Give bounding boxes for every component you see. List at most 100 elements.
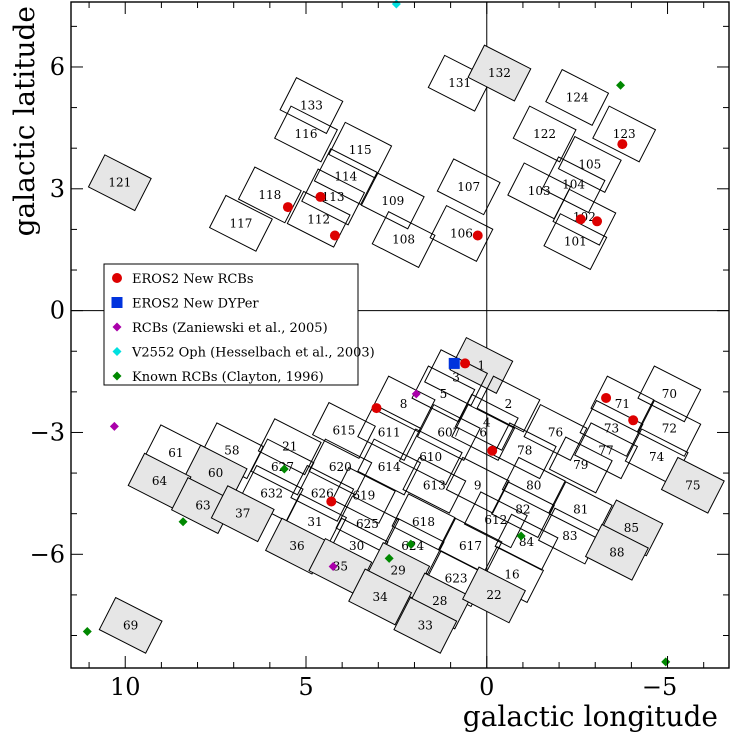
field-626 — [290, 464, 355, 522]
marker-diamond — [616, 80, 626, 90]
field-618 — [391, 493, 456, 551]
field-box — [449, 336, 514, 394]
field-label: 104 — [562, 178, 585, 192]
field-box — [637, 399, 702, 457]
field-label: 124 — [566, 90, 589, 104]
field-label: 64 — [152, 474, 168, 488]
field-label: 101 — [564, 235, 587, 249]
x-tick-label: −5 — [642, 673, 677, 701]
marker-diamond — [178, 517, 188, 527]
field-box — [427, 54, 492, 112]
field-label: 620 — [329, 460, 352, 474]
marker-diamond — [661, 657, 671, 667]
field-610 — [398, 428, 463, 486]
field-box — [301, 168, 366, 226]
field-label: 28 — [432, 594, 447, 608]
field-label: 70 — [662, 387, 677, 401]
x-tick-label: 0 — [479, 673, 494, 701]
x-tick-label: 5 — [298, 673, 313, 701]
legend-entry: Known RCBs (Clayton, 1996) — [132, 370, 324, 385]
field-label: 107 — [457, 180, 480, 194]
field-label: 613 — [423, 478, 446, 492]
field-box — [467, 44, 532, 102]
field-label: 118 — [258, 188, 281, 202]
field-box — [512, 105, 577, 163]
marker-circle — [282, 202, 293, 213]
field-123 — [592, 105, 657, 163]
field-label: 105 — [578, 157, 601, 171]
field-label: 611 — [378, 425, 401, 439]
y-axis-title: galactic latitude — [8, 6, 41, 236]
field-101 — [543, 213, 608, 271]
marker-diamond — [406, 539, 416, 549]
field-21 — [257, 418, 322, 476]
marker-circle — [592, 216, 603, 227]
legend-entry: V2552 Oph (Hesselbach et al., 2003) — [131, 346, 375, 361]
field-label: 3 — [452, 371, 460, 385]
marker-diamond — [516, 531, 526, 541]
field-box — [237, 166, 302, 224]
field-box — [436, 158, 501, 216]
field-34 — [348, 568, 413, 626]
field-label: 61 — [168, 446, 183, 460]
field-131 — [427, 54, 492, 112]
field-132 — [467, 44, 532, 102]
field-box — [451, 403, 516, 461]
plot-frame — [70, 1, 730, 669]
marker-circle — [371, 403, 382, 414]
field-107 — [436, 158, 501, 216]
marker-circle — [628, 415, 639, 426]
field-615 — [311, 401, 376, 459]
legend-box — [103, 263, 359, 386]
field-620 — [308, 438, 373, 496]
field-box — [552, 188, 617, 246]
x-tick-label: 10 — [110, 673, 141, 701]
field-104 — [541, 156, 606, 214]
field-8 — [371, 375, 436, 433]
field-box — [402, 456, 467, 514]
y-tick-label: 0 — [50, 297, 65, 325]
field-label: 76 — [548, 425, 563, 439]
marker-circle — [326, 496, 337, 507]
field-label: 607 — [437, 425, 460, 439]
marker-diamond — [82, 626, 92, 636]
field-label: 5 — [440, 387, 448, 401]
field-label: 71 — [615, 397, 630, 411]
field-box — [257, 418, 322, 476]
y-tick-label: −6 — [30, 540, 65, 568]
field-113 — [301, 168, 366, 226]
field-label: 85 — [624, 521, 639, 535]
marker-circle — [315, 191, 326, 202]
field-37 — [210, 485, 275, 543]
field-boxes: 1352846076116156767861061462021627586160… — [87, 44, 725, 654]
field-label: 82 — [515, 503, 530, 517]
field-box — [311, 401, 376, 459]
field-82 — [490, 481, 555, 539]
field-label: 625 — [356, 517, 379, 531]
field-box — [523, 403, 588, 461]
field-76 — [523, 403, 588, 461]
field-label: 35 — [333, 559, 348, 573]
field-label: 623 — [445, 572, 468, 586]
field-label: 108 — [392, 233, 415, 247]
field-33 — [393, 596, 458, 654]
field-label: 632 — [260, 486, 283, 500]
legend-marker — [111, 297, 123, 308]
field-box — [637, 365, 702, 423]
field-1 — [449, 336, 514, 394]
field-box — [592, 105, 657, 163]
field-box — [273, 105, 339, 163]
field-106 — [429, 204, 494, 262]
field-105 — [557, 135, 622, 193]
marker-square — [448, 357, 460, 369]
field-box — [391, 493, 456, 551]
field-box — [328, 121, 393, 179]
field-box — [548, 481, 613, 539]
field-label: 30 — [349, 539, 364, 553]
field-607 — [416, 403, 481, 461]
field-22 — [461, 566, 527, 624]
field-619 — [331, 466, 396, 524]
y-tick-label: 3 — [50, 175, 65, 203]
legend: EROS2 New RCBs EROS2 New DYPer RCBs (Zanie… — [103, 263, 375, 386]
